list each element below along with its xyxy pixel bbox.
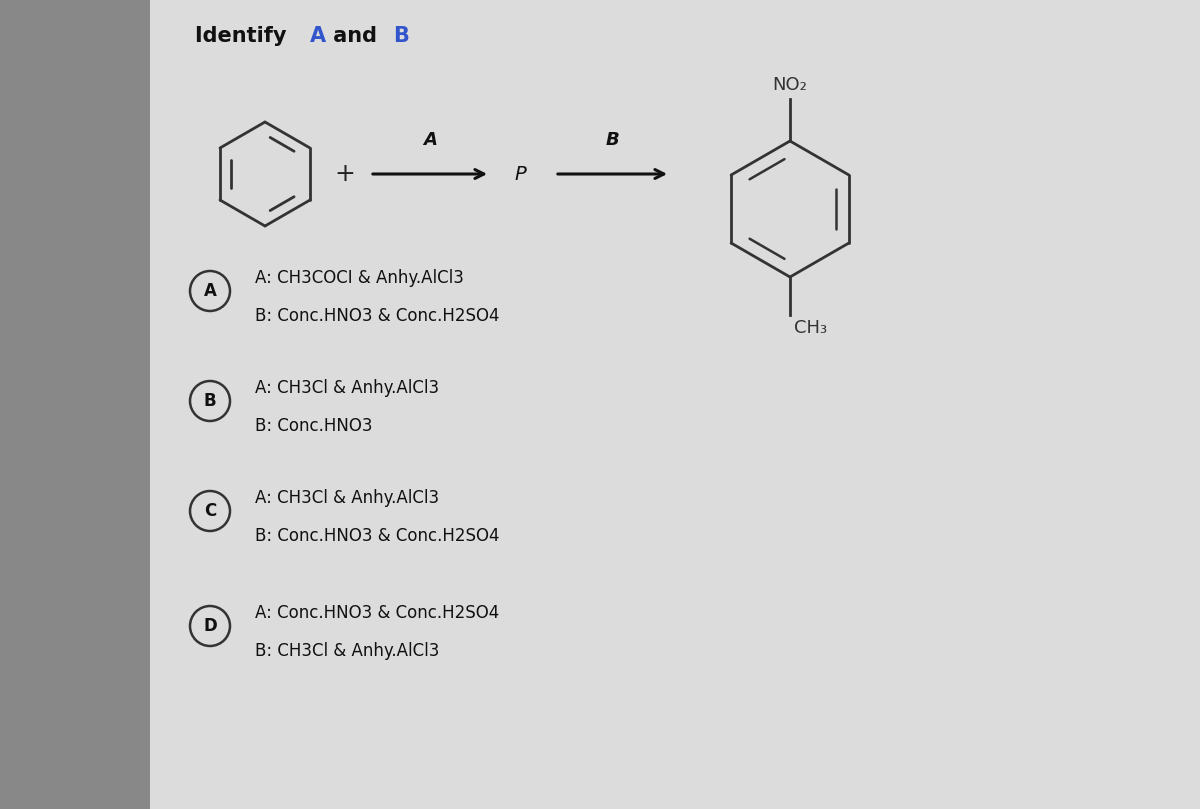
Text: NO₂: NO₂ bbox=[773, 76, 808, 94]
Text: C: C bbox=[204, 502, 216, 520]
Text: +: + bbox=[335, 162, 355, 186]
Text: A: A bbox=[424, 131, 437, 149]
Text: B: B bbox=[394, 26, 409, 46]
Text: B: Conc.HNO3 & Conc.H2SO4: B: Conc.HNO3 & Conc.H2SO4 bbox=[256, 527, 499, 545]
Text: P: P bbox=[514, 164, 526, 184]
Text: D: D bbox=[203, 617, 217, 635]
Text: A: CH3Cl & Anhy.AlCl3: A: CH3Cl & Anhy.AlCl3 bbox=[256, 379, 439, 397]
Text: B: B bbox=[204, 392, 216, 410]
Text: A: CH3Cl & Anhy.AlCl3: A: CH3Cl & Anhy.AlCl3 bbox=[256, 489, 439, 507]
Text: B: Conc.HNO3: B: Conc.HNO3 bbox=[256, 417, 372, 435]
Text: A: A bbox=[310, 26, 326, 46]
Text: B: B bbox=[605, 131, 619, 149]
Text: Identify: Identify bbox=[194, 26, 294, 46]
Text: and: and bbox=[326, 26, 384, 46]
Text: A: CH3COCI & Anhy.AlCl3: A: CH3COCI & Anhy.AlCl3 bbox=[256, 269, 464, 287]
Text: CH₃: CH₃ bbox=[794, 319, 827, 337]
Bar bbox=[0, 0, 150, 809]
Text: A: A bbox=[204, 282, 216, 300]
Bar bbox=[150, 0, 1200, 809]
Text: B: Conc.HNO3 & Conc.H2SO4: B: Conc.HNO3 & Conc.H2SO4 bbox=[256, 307, 499, 325]
Text: B: CH3Cl & Anhy.AlCl3: B: CH3Cl & Anhy.AlCl3 bbox=[256, 642, 439, 660]
Text: A: Conc.HNO3 & Conc.H2SO4: A: Conc.HNO3 & Conc.H2SO4 bbox=[256, 604, 499, 622]
